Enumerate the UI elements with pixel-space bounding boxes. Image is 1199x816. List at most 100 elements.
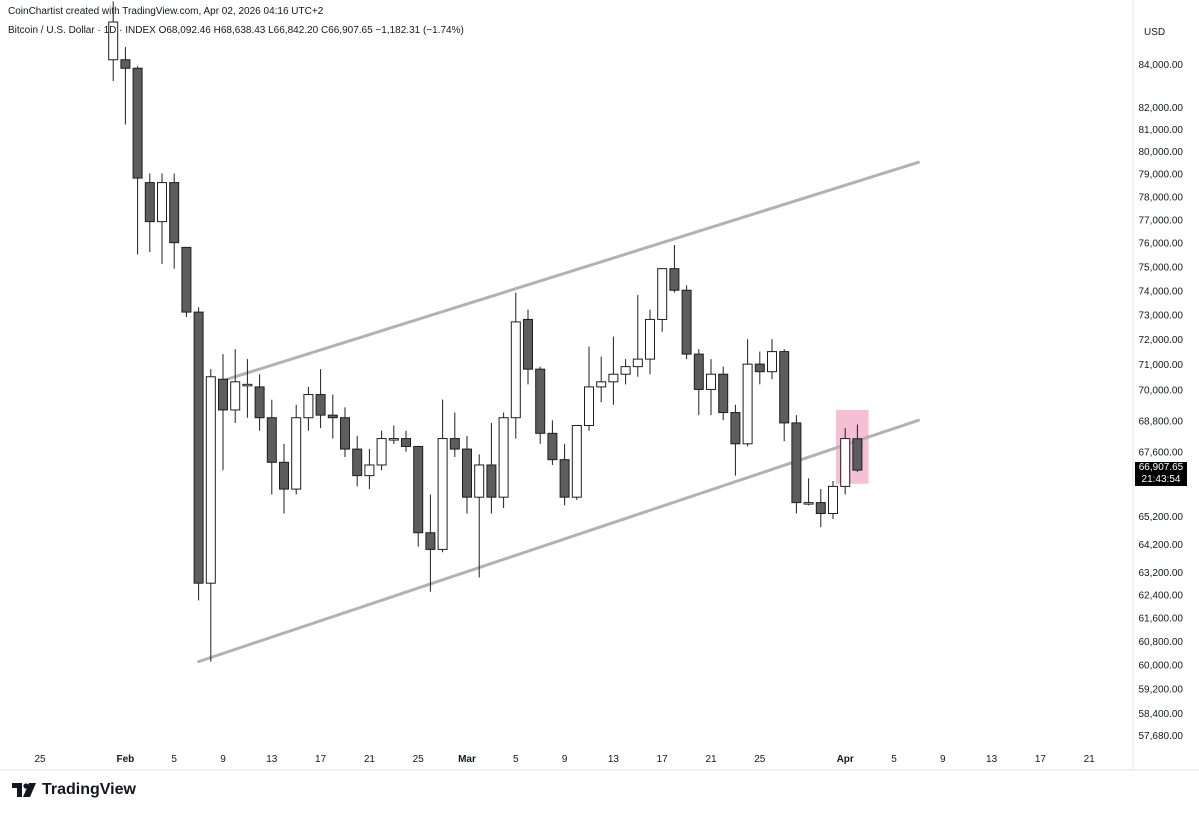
candle[interactable] [645,309,655,375]
candle[interactable] [108,1,119,82]
candle[interactable] [535,366,546,444]
candle[interactable] [193,307,204,601]
candle[interactable] [157,173,167,264]
candle[interactable] [242,359,253,418]
candle-body [718,373,729,414]
candle-body [120,59,131,69]
x-tick-label: 9 [940,754,946,765]
symbol-ohlc-line: Bitcoin / U.S. Dollar · 1D · INDEX O68,0… [8,25,464,36]
x-tick-label: 21 [364,754,376,765]
candle[interactable] [169,173,180,269]
channel-line-upper[interactable] [221,160,920,383]
candle[interactable] [120,47,131,125]
candle-body [388,438,399,441]
candle[interactable] [401,430,411,452]
candle[interactable] [559,443,570,506]
candle[interactable] [388,425,399,444]
candle[interactable] [547,420,558,465]
candle-body [340,417,350,450]
candle-body [376,438,387,466]
candle[interactable] [376,430,387,471]
candle[interactable] [291,404,302,495]
candle-body [169,182,180,244]
price-axis: 84,000.00 82,000.00 81,000.00 80,000.00 79,0… [1139,60,1184,742]
candle[interactable] [510,292,521,439]
candle-body [498,417,509,498]
tradingview-footer[interactable]: TradingView [12,781,136,799]
candle[interactable] [279,443,289,514]
candle[interactable] [132,66,143,255]
candle-body [852,438,863,471]
candle[interactable] [632,295,643,377]
candle-body [779,351,790,424]
last-price-box: 66,907.65 21:43:54 [1135,462,1187,486]
candle[interactable] [840,428,851,495]
candle[interactable] [608,336,619,405]
candle[interactable] [230,349,241,423]
candle[interactable] [767,339,777,380]
candle-body [327,414,338,419]
candle[interactable] [571,425,582,500]
candle[interactable] [352,435,363,487]
candle[interactable] [815,489,826,528]
candle-body [157,182,167,223]
candle[interactable] [620,359,631,385]
candle[interactable] [657,268,668,332]
candle[interactable] [144,173,155,253]
x-tick-label: 25 [754,754,766,765]
channel-line-lower[interactable] [197,418,920,664]
candle[interactable] [828,481,838,519]
candle[interactable] [498,412,509,509]
candle[interactable] [754,351,765,385]
candle[interactable] [254,374,265,431]
candle[interactable] [218,354,228,471]
candle[interactable] [596,356,607,403]
candle[interactable] [730,404,741,476]
candle[interactable] [340,407,350,458]
y-tick-label: 59,200.00 [1139,685,1184,696]
candle[interactable] [474,454,485,578]
candle[interactable] [523,309,533,385]
y-tick-label: 62,400.00 [1139,591,1184,602]
candle[interactable] [791,415,802,514]
candle[interactable] [742,339,753,447]
candle[interactable] [437,399,448,553]
candle[interactable] [486,422,497,514]
y-tick-label: 82,000.00 [1139,103,1184,114]
candle[interactable] [681,285,692,360]
candle[interactable] [303,386,314,431]
candle[interactable] [462,435,472,514]
candle[interactable] [803,478,814,506]
candle[interactable] [413,445,424,547]
y-tick-label: 79,000.00 [1139,170,1184,181]
candle[interactable] [693,349,704,416]
candle[interactable] [181,246,192,317]
bar-countdown: 21:43:54 [1141,474,1181,485]
time-axis: 25 Feb 5 9 13 17 21 25 Mar 5 9 13 17 21 25 Apr 5 9 13 17 21 [34,754,1095,765]
candle-body [254,386,265,419]
candle[interactable] [425,494,436,592]
candle[interactable] [315,369,326,429]
candle[interactable] [205,369,216,662]
candle[interactable] [327,394,338,439]
candle[interactable] [669,245,680,293]
candle[interactable] [364,449,375,490]
candle[interactable] [584,346,594,431]
y-tick-label: 77,000.00 [1139,215,1184,226]
candle-body [279,461,289,490]
candle[interactable] [718,366,729,421]
y-tick-label: 67,600.00 [1139,448,1184,459]
candle-body [754,363,765,373]
candle[interactable] [779,349,790,442]
candle-body [632,358,643,368]
candle[interactable] [706,359,716,416]
candle[interactable] [266,399,277,495]
candle-body [547,432,558,461]
candle[interactable] [449,412,460,458]
candle-body [108,21,119,61]
candle-body [401,438,411,447]
candle-body [608,373,619,383]
candle[interactable] [852,424,863,472]
y-tick-label: 58,400.00 [1139,709,1184,720]
